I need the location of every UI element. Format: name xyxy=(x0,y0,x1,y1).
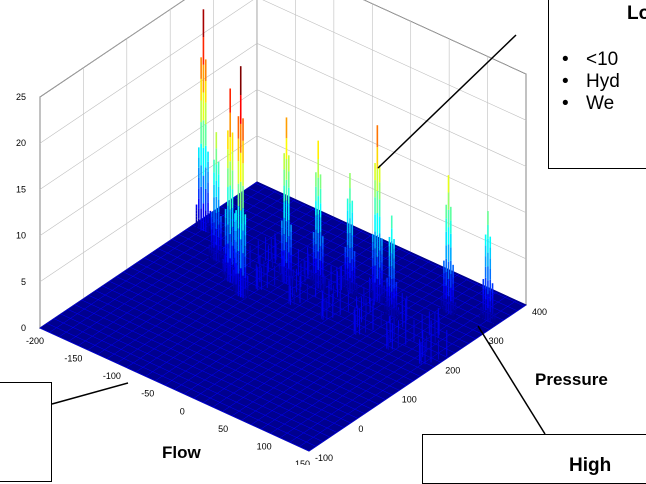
x-tick-label: -100 xyxy=(103,371,121,381)
x-tick-label: 50 xyxy=(218,424,228,434)
y-axis-label: Pressure xyxy=(535,370,608,389)
callout-bottom-left xyxy=(0,382,52,482)
callout-bottom-right-title: High xyxy=(569,455,611,477)
z-tick-label: 25 xyxy=(16,92,26,102)
y-tick-label: -100 xyxy=(315,453,333,463)
x-tick-label: -150 xyxy=(64,354,82,364)
y-tick-label: 300 xyxy=(489,336,504,346)
z-tick-label: 20 xyxy=(16,138,26,148)
z-tick-label: 15 xyxy=(16,184,26,194)
x-tick-label: -200 xyxy=(26,336,44,346)
callout-top-bullet: Hyd xyxy=(562,71,620,93)
y-tick-label: 400 xyxy=(532,307,547,317)
x-axis-label: Flow xyxy=(162,443,201,462)
connector-bottom-left xyxy=(52,383,128,404)
x-tick-label: 150 xyxy=(295,459,310,465)
z-tick-label: 0 xyxy=(21,323,26,333)
x-tick-label: 100 xyxy=(257,441,272,451)
callout-top-bullet: <10 xyxy=(562,49,620,71)
y-tick-label: 200 xyxy=(445,365,460,375)
x-tick-label: 0 xyxy=(180,406,185,416)
x-tick-label: -50 xyxy=(141,389,154,399)
callout-top-title: Lo xyxy=(627,3,646,25)
callout-top-bullets: <10 Hyd We xyxy=(562,49,620,115)
y-tick-label: 0 xyxy=(358,424,363,434)
callout-bottom-right: High xyxy=(422,434,646,484)
callout-top: Lo <10 Hyd We xyxy=(548,0,646,169)
z-tick-label: 10 xyxy=(16,231,26,241)
callout-top-bullet: We xyxy=(562,93,620,115)
z-tick-label: 5 xyxy=(21,277,26,287)
y-tick-label: 100 xyxy=(402,395,417,405)
